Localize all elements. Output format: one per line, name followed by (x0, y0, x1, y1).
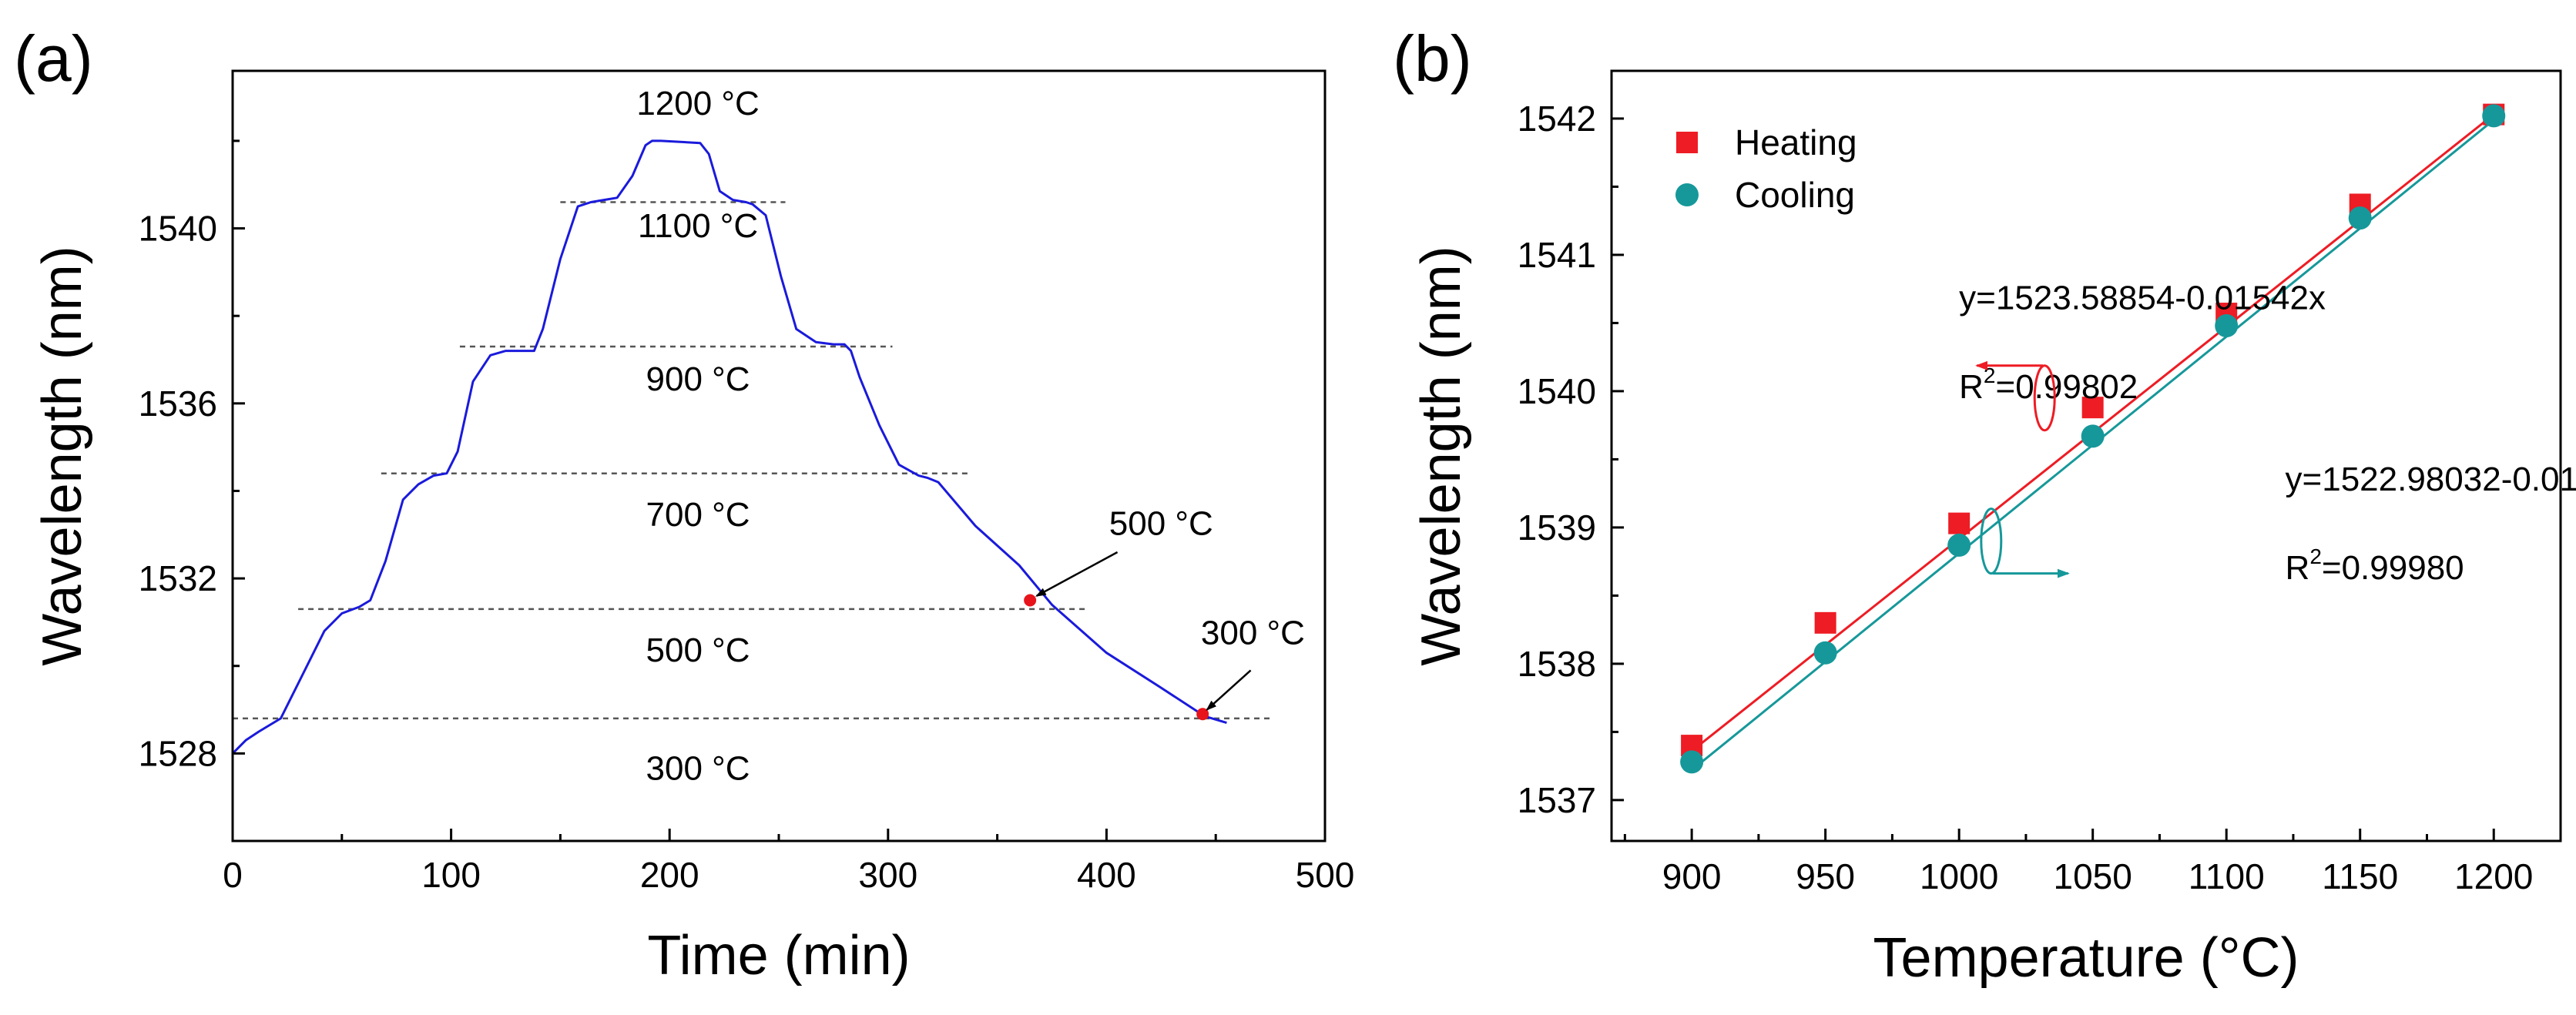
point-cooling (2348, 206, 2372, 230)
callout-label: 500 °C (1109, 504, 1213, 542)
fit-r-squared: R2=0.99802 (1959, 363, 2138, 406)
chart-a-annotations: 1200 °C 1100 °C 900 °C 700 °C 500 °C 300 °C 50… (636, 85, 1305, 788)
temperature-label: 700 °C (646, 496, 750, 534)
heating-axis-pointer (2033, 364, 2056, 432)
legend-label: Heating (1735, 122, 1857, 162)
fit-equation: y=1523.58854-0.01542x (1959, 280, 2326, 317)
y-tick-label: 1540 (139, 209, 217, 249)
chart-b-ticks: 900 950 1000 1050 1100 1150 1200 1537 1538 1539 15… (1518, 99, 2562, 896)
chart-a-ticks: 0 100 200 300 400 500 1528 1532 1536 1540 (139, 139, 1355, 895)
y-tick-label: 1539 (1518, 508, 1596, 548)
x-tick-label: 200 (640, 855, 699, 895)
panel-label-b: (b) (1393, 22, 1472, 95)
point-cooling (1680, 750, 1704, 774)
y-tick-label: 1538 (1518, 644, 1596, 684)
x-tick-label: 950 (1796, 856, 1855, 896)
legend-marker-heating (1676, 132, 1698, 153)
x-tick-label: 500 (1296, 855, 1355, 895)
y-tick-label: 1540 (1518, 371, 1596, 411)
chart-b-series (1680, 103, 2506, 774)
chart-a-xlabel: Time (min) (647, 925, 910, 987)
x-tick-label: 300 (858, 855, 917, 895)
y-tick-label: 1536 (139, 384, 217, 424)
x-tick-label: 400 (1077, 855, 1136, 895)
callout-arrow (1206, 669, 1252, 711)
point-cooling (1947, 533, 1971, 557)
y-tick-label: 1542 (1518, 99, 1596, 139)
temperature-label: 500 °C (646, 631, 750, 669)
x-tick-label: 100 (421, 855, 481, 895)
chart-b-annotations: y=1523.58854-0.01542x R2=0.99802 y=1522.98… (1959, 280, 2576, 587)
chart-b-frame (1610, 69, 2562, 842)
chart-a-series (231, 139, 1227, 755)
y-tick-label: 1537 (1518, 780, 1596, 820)
x-tick-label: 0 (223, 855, 243, 895)
y-tick-label: 1532 (139, 558, 217, 598)
chart-b-ylabel: Wavelength (nm) (1410, 246, 1472, 666)
data-marker (1024, 594, 1037, 607)
panel-label-a: (a) (14, 22, 93, 95)
fit-r-squared: R2=0.99980 (2286, 544, 2464, 587)
x-tick-label: 1050 (2054, 856, 2132, 896)
x-tick-label: 1200 (2454, 856, 2533, 896)
point-cooling (2081, 424, 2105, 448)
chart-a-ylabel: Wavelength (nm) (32, 246, 93, 666)
point-cooling (2482, 104, 2506, 128)
cooling-axis-pointer (1980, 508, 2003, 575)
chart-b-legend: Heating Cooling (1675, 122, 1857, 215)
point-heating (2081, 397, 2104, 419)
x-tick-label: 1100 (2189, 856, 2265, 896)
temperature-label: 300 °C (646, 749, 750, 787)
temperature-label: 1200 °C (636, 85, 759, 122)
chart-a: (a) 1200 °C 1100 °C 900 °C 700 °C 500 °C 300 … (14, 22, 1354, 987)
point-cooling (2215, 313, 2239, 337)
series-line-trace (231, 139, 1227, 755)
x-tick-label: 1000 (1920, 856, 1998, 896)
chart-b: (b) y=1523.58854-0.01542xR2=0.99802y=152… (1393, 22, 2576, 989)
chart-b-xlabel: Temperature (°C) (1873, 927, 2299, 989)
fit-equation: y=1522.98032-0.01589x (2286, 461, 2576, 498)
y-tick-label: 1528 (139, 733, 217, 773)
temperature-label: 900 °C (646, 360, 750, 398)
callout-label: 300 °C (1201, 614, 1305, 652)
y-tick-label: 1541 (1518, 235, 1596, 275)
temperature-label: 1100 °C (638, 207, 758, 245)
callout-arrow (1035, 551, 1119, 597)
legend-marker-cooling (1675, 183, 1699, 206)
chart-a-frame (231, 69, 1327, 842)
x-tick-label: 1150 (2322, 856, 2398, 896)
chart-a-grid (233, 201, 1271, 720)
point-cooling (1813, 641, 1837, 665)
point-heating (1814, 611, 1836, 634)
point-heating (1948, 512, 1971, 534)
data-marker (1196, 708, 1209, 721)
legend-label: Cooling (1735, 175, 1855, 215)
x-tick-label: 900 (1662, 856, 1722, 896)
